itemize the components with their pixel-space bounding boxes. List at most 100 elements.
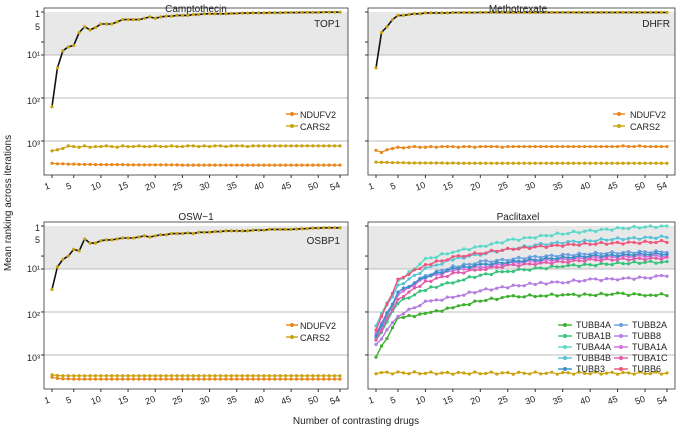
point-cars2-22 <box>164 144 168 149</box>
point-tubb3-51 <box>648 253 653 257</box>
point-cars2-14 <box>121 374 125 378</box>
point-tuba1c-26 <box>511 263 515 267</box>
xtick-label-15: 15 <box>117 394 130 407</box>
point-tubb8-53 <box>659 273 664 278</box>
point-target-OSBP1-26 <box>186 231 190 235</box>
point-target-DHFR-9 <box>418 12 422 16</box>
point-ndufv2-45 <box>615 144 620 149</box>
panel-title: OSW−1 <box>178 212 214 223</box>
point-ndufv2-39 <box>256 163 261 167</box>
point-ndufv2-29 <box>528 144 532 149</box>
legend-marker-tuba1a <box>619 345 623 349</box>
point-cars2-53 <box>332 374 337 378</box>
point-tubb3-48 <box>632 253 636 258</box>
point-tubb2a-24 <box>500 257 504 261</box>
plot-area-1: 1 5 10 15 20 25 30 35 40 45 50 54 <box>365 7 676 193</box>
point-target-OSBP1-25 <box>180 231 185 236</box>
point-cars2-44 <box>610 161 614 165</box>
point-cars2-31 <box>539 372 543 376</box>
point-cars2-22 <box>489 161 493 165</box>
ytick-label-100: 10² <box>27 310 40 320</box>
point-tuba4a-43 <box>605 227 609 231</box>
point-target-TOP1-46 <box>294 10 299 15</box>
plot-frame <box>367 221 676 390</box>
point-cars2-36 <box>240 144 244 148</box>
point-target-TOP1-42 <box>273 11 277 15</box>
point-ndufv2-42 <box>273 163 277 167</box>
point-tubb3-46 <box>621 252 625 256</box>
point-tuba1c-35 <box>561 260 565 264</box>
point-tubb4a-6 <box>401 315 406 320</box>
point-cars2-2 <box>379 160 384 164</box>
point-cars2-33 <box>550 161 554 165</box>
point-tuba1b-51 <box>648 259 653 263</box>
point-tubb6-29 <box>528 246 532 251</box>
point-tubb4a-4 <box>390 326 395 330</box>
xtick-label-45: 45 <box>606 394 619 407</box>
point-tubb4b-51 <box>648 235 653 240</box>
xtick-label-40: 40 <box>579 394 592 407</box>
xtick-label-35: 35 <box>551 180 564 193</box>
point-tubb6-10 <box>423 263 428 267</box>
point-tubb4b-38 <box>577 240 581 245</box>
point-tuba1b-46 <box>621 261 625 266</box>
point-ndufv2-39 <box>583 144 587 149</box>
point-tubb6-22 <box>489 248 493 252</box>
point-tubb2a-31 <box>539 255 543 260</box>
point-tuba1b-54 <box>665 259 669 264</box>
point-target-DHFR-7 <box>407 13 411 17</box>
point-target-DHFR-42 <box>599 10 603 14</box>
point-tuba4a-14 <box>445 252 449 256</box>
point-cars2-44 <box>284 374 288 378</box>
point-tubb4a-14 <box>445 306 449 310</box>
point-tubb4b-35 <box>561 241 565 246</box>
point-target-DHFR-20 <box>478 10 482 14</box>
point-tubb8-25 <box>506 286 510 290</box>
point-target-DHFR-37 <box>572 10 576 14</box>
point-cars2-17 <box>462 161 466 165</box>
legend-label-tubb4b: TUBB4B <box>576 353 611 363</box>
point-ndufv2-32 <box>218 163 223 167</box>
point-target-TOP1-16 <box>131 17 136 22</box>
point-cars2-18 <box>467 372 471 376</box>
point-ndufv2-11 <box>104 377 108 381</box>
point-tuba4a-22 <box>489 242 493 246</box>
point-tubb2a-13 <box>440 268 444 272</box>
point-ndufv2-44 <box>284 377 288 381</box>
point-cars2-11 <box>104 374 108 378</box>
point-ndufv2-3 <box>385 148 389 152</box>
point-tubb3-13 <box>440 271 444 275</box>
point-ndufv2-2 <box>379 150 384 155</box>
legend-label-tuba1a: TUBA1A <box>632 342 667 352</box>
legend-marker-tubb4b <box>563 356 567 360</box>
point-tubb3-1 <box>374 334 378 338</box>
point-cars2-48 <box>305 144 309 148</box>
point-cars2-41 <box>267 144 271 148</box>
point-tubb8-46 <box>621 276 625 280</box>
point-tubb8-22 <box>489 288 493 292</box>
legend-marker-cars2 <box>617 124 621 128</box>
point-cars2-32 <box>544 161 548 165</box>
point-ndufv2-31 <box>213 377 217 381</box>
point-tubb4a-8 <box>412 315 417 319</box>
point-tubb8-19 <box>473 291 477 295</box>
point-tuba1c-37 <box>572 258 576 262</box>
point-tubb6-9 <box>418 267 422 271</box>
point-tuba1c-6 <box>401 294 406 299</box>
point-cars2-19 <box>148 374 152 378</box>
point-cars2-46 <box>294 374 299 378</box>
point-cars2-44 <box>610 370 614 374</box>
point-target-OSBP1-54 <box>338 226 342 230</box>
point-cars2-49 <box>311 144 315 148</box>
point-tuba4a-15 <box>451 250 455 254</box>
point-cars2-33 <box>224 144 228 149</box>
point-tubb8-39 <box>583 279 587 283</box>
point-tuba1b-12 <box>434 285 438 290</box>
point-cars2-24 <box>175 374 179 378</box>
point-tubb3-16 <box>456 266 460 271</box>
point-tubb4a-49 <box>637 292 642 297</box>
point-target-OSBP1-21 <box>159 233 163 237</box>
point-cars2-49 <box>311 374 315 378</box>
point-tubb3-53 <box>659 253 664 257</box>
point-tubb4a-22 <box>489 296 493 300</box>
